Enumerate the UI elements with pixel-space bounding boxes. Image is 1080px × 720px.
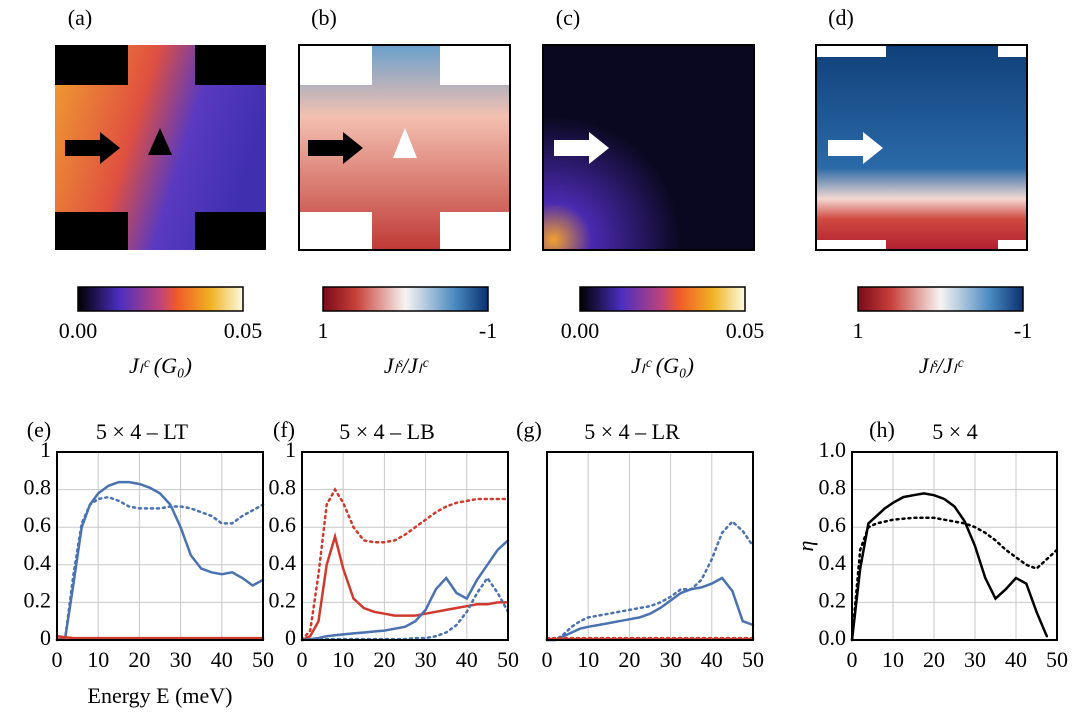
colorbar-tick-label: 0.05 bbox=[224, 318, 263, 343]
x-tick-label: 20 bbox=[373, 647, 395, 672]
colorbar bbox=[77, 286, 244, 312]
map-images bbox=[55, 44, 1028, 251]
y-tick-label: 0.6 bbox=[819, 512, 847, 537]
y-tick-label: 0.2 bbox=[819, 587, 847, 612]
x-tick-label: 40 bbox=[456, 647, 478, 672]
colorbar-label: Jₗˢ/Jₗᶜ bbox=[919, 353, 965, 378]
panel-label: (h) bbox=[869, 417, 895, 442]
chart-title: 5 × 4 – LR bbox=[584, 419, 680, 444]
line-series bbox=[850, 492, 1049, 642]
y-tick-label: 0 bbox=[285, 625, 296, 650]
x-tick-label: 40 bbox=[701, 647, 723, 672]
chart-title: 5 × 4 – LB bbox=[339, 419, 435, 444]
x-tick-label: 40 bbox=[211, 647, 233, 672]
colorbar-tick-label: 1 bbox=[318, 318, 329, 343]
y-tick-label: 0.4 bbox=[269, 550, 297, 575]
line-series bbox=[300, 539, 510, 642]
y-tick-label: 0.8 bbox=[24, 475, 52, 500]
plot-frame bbox=[851, 451, 1058, 641]
colorbar-label: Jₗᶜ (G₀) bbox=[129, 353, 192, 378]
panel-label: (c) bbox=[556, 5, 580, 30]
line-series bbox=[55, 480, 265, 642]
colorbar-tick-label: -1 bbox=[1014, 318, 1032, 343]
colorbar-tick-label: 1 bbox=[853, 318, 864, 343]
x-tick-label: 10 bbox=[87, 647, 109, 672]
colorbar-tick-label: 0.05 bbox=[726, 318, 765, 343]
line-series bbox=[300, 575, 510, 642]
y-tick-label: 0.2 bbox=[269, 587, 297, 612]
plot-frame bbox=[301, 451, 509, 641]
panel-label: (e) bbox=[27, 417, 51, 442]
x-tick-label: 20 bbox=[128, 647, 150, 672]
chart-title: 5 × 4 bbox=[932, 419, 977, 444]
x-tick-label: 20 bbox=[923, 647, 945, 672]
x-tick-label: 0 bbox=[297, 647, 308, 672]
plot-frame bbox=[546, 451, 754, 641]
panel-label: (a) bbox=[68, 5, 92, 30]
plot-frame bbox=[56, 451, 264, 641]
x-tick-label: 30 bbox=[660, 647, 682, 672]
x-tick-label: 0 bbox=[847, 647, 858, 672]
colorbar-label: Jₗᶜ (G₀) bbox=[631, 353, 694, 378]
x-tick-label: 40 bbox=[1005, 647, 1027, 672]
colorbar-tick-label: 0.00 bbox=[561, 318, 600, 343]
y-tick-label: 1 bbox=[285, 437, 296, 462]
maps: (a) 0.00 0.05 Jₗᶜ (G₀) (b) 1 -1 Jₗˢ/Jₗᶜ (c) 0.00 0… bbox=[59, 5, 1032, 378]
panel-label: (g) bbox=[516, 417, 542, 442]
x-tick-label: 50 bbox=[252, 647, 274, 672]
y-tick-label: 0.8 bbox=[269, 475, 297, 500]
panel-label: (b) bbox=[311, 5, 337, 30]
x-tick-label: 30 bbox=[415, 647, 437, 672]
arrow bbox=[65, 132, 120, 164]
line-series bbox=[55, 634, 265, 640]
y-tick-label: 0.6 bbox=[24, 512, 52, 537]
x-tick-label: 10 bbox=[882, 647, 904, 672]
y-tick-label: 0.8 bbox=[819, 475, 847, 500]
chart-title: 5 × 4 – LT bbox=[96, 419, 189, 444]
panel-label: (d) bbox=[828, 5, 854, 30]
line-series bbox=[545, 576, 755, 642]
x-tick-label: 10 bbox=[577, 647, 599, 672]
y-tick-label: 0.0 bbox=[819, 625, 847, 650]
x-tick-label: 50 bbox=[742, 647, 764, 672]
x-tick-label: 50 bbox=[1046, 647, 1068, 672]
y-tick-label: 1.0 bbox=[819, 437, 847, 462]
x-tick-label: 30 bbox=[170, 647, 192, 672]
x-tick-label: 30 bbox=[964, 647, 986, 672]
line-series bbox=[545, 519, 755, 642]
colorbar bbox=[579, 286, 746, 312]
y-tick-label: 0 bbox=[40, 625, 51, 650]
line-series bbox=[850, 516, 1059, 642]
line-series bbox=[300, 531, 510, 642]
y-tick-label: 0.4 bbox=[819, 550, 847, 575]
y-tick-label: 0.2 bbox=[24, 587, 52, 612]
colorbar-tick-label: 0.00 bbox=[59, 318, 98, 343]
x-tick-label: 50 bbox=[497, 647, 519, 672]
colorbar bbox=[322, 286, 489, 312]
colorbar-tick-label: -1 bbox=[479, 318, 497, 343]
colorbar-label: Jₗˢ/Jₗᶜ bbox=[384, 353, 430, 378]
x-tick-label: 0 bbox=[52, 647, 63, 672]
x-axis-label: Energy E (meV) bbox=[88, 683, 233, 708]
y-tick-label: 0.6 bbox=[269, 512, 297, 537]
line-series bbox=[55, 495, 265, 642]
x-tick-label: 10 bbox=[332, 647, 354, 672]
line-series bbox=[300, 487, 510, 642]
x-tick-label: 0 bbox=[542, 647, 553, 672]
y-tick-label: 0.4 bbox=[24, 550, 52, 575]
y-tick-label: 1 bbox=[40, 437, 51, 462]
x-tick-label: 20 bbox=[618, 647, 640, 672]
colorbar bbox=[857, 286, 1024, 312]
y-axis-label: η bbox=[793, 541, 818, 552]
panel-label: (f) bbox=[273, 417, 295, 442]
